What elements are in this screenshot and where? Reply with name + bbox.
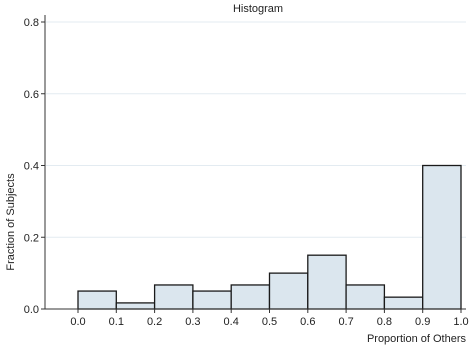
x-tick-label: 0.8 (377, 316, 392, 328)
x-axis-title: Proportion of Others (367, 333, 467, 345)
tick-labels: 0.0 0.2 0.4 0.6 0.8 0.0 0.1 0.2 0.3 0.4 0.5 0.6 0.7 0… (24, 17, 469, 328)
histogram-bar (230, 284, 271, 310)
x-tick-label: 0.4 (224, 316, 239, 328)
histogram-bar (192, 290, 232, 310)
y-tick-label: 0.0 (24, 304, 39, 316)
x-tick-label: 1.0 (453, 316, 468, 328)
chart-title: Histogram (233, 3, 283, 15)
histogram-bars (77, 164, 462, 310)
x-tick-label: 0.9 (415, 316, 430, 328)
histogram-bar (383, 296, 424, 310)
x-tick-label: 0.0 (70, 316, 85, 328)
y-tick-label: 0.4 (24, 161, 39, 173)
axes (41, 15, 466, 313)
histogram-bar (115, 302, 156, 310)
y-tick-label: 0.8 (24, 17, 39, 29)
histogram-bar (268, 272, 309, 310)
x-tick-label: 0.6 (300, 316, 315, 328)
y-tick-label: 0.2 (24, 232, 39, 244)
x-tick-label: 0.1 (109, 316, 124, 328)
x-tick-label: 0.5 (262, 316, 277, 328)
histogram-bar (153, 284, 194, 310)
y-axis-title: Fraction of Subjects (5, 173, 17, 271)
y-tick-label: 0.6 (24, 89, 39, 101)
histogram-bar (345, 284, 386, 310)
histogram-bar (422, 164, 462, 310)
histogram-bar (77, 290, 117, 310)
histogram-bar (307, 254, 347, 310)
x-tick-label: 0.2 (147, 316, 162, 328)
grid-lines (46, 21, 466, 238)
x-tick-label: 0.7 (338, 316, 353, 328)
x-tick-label: 0.3 (185, 316, 200, 328)
